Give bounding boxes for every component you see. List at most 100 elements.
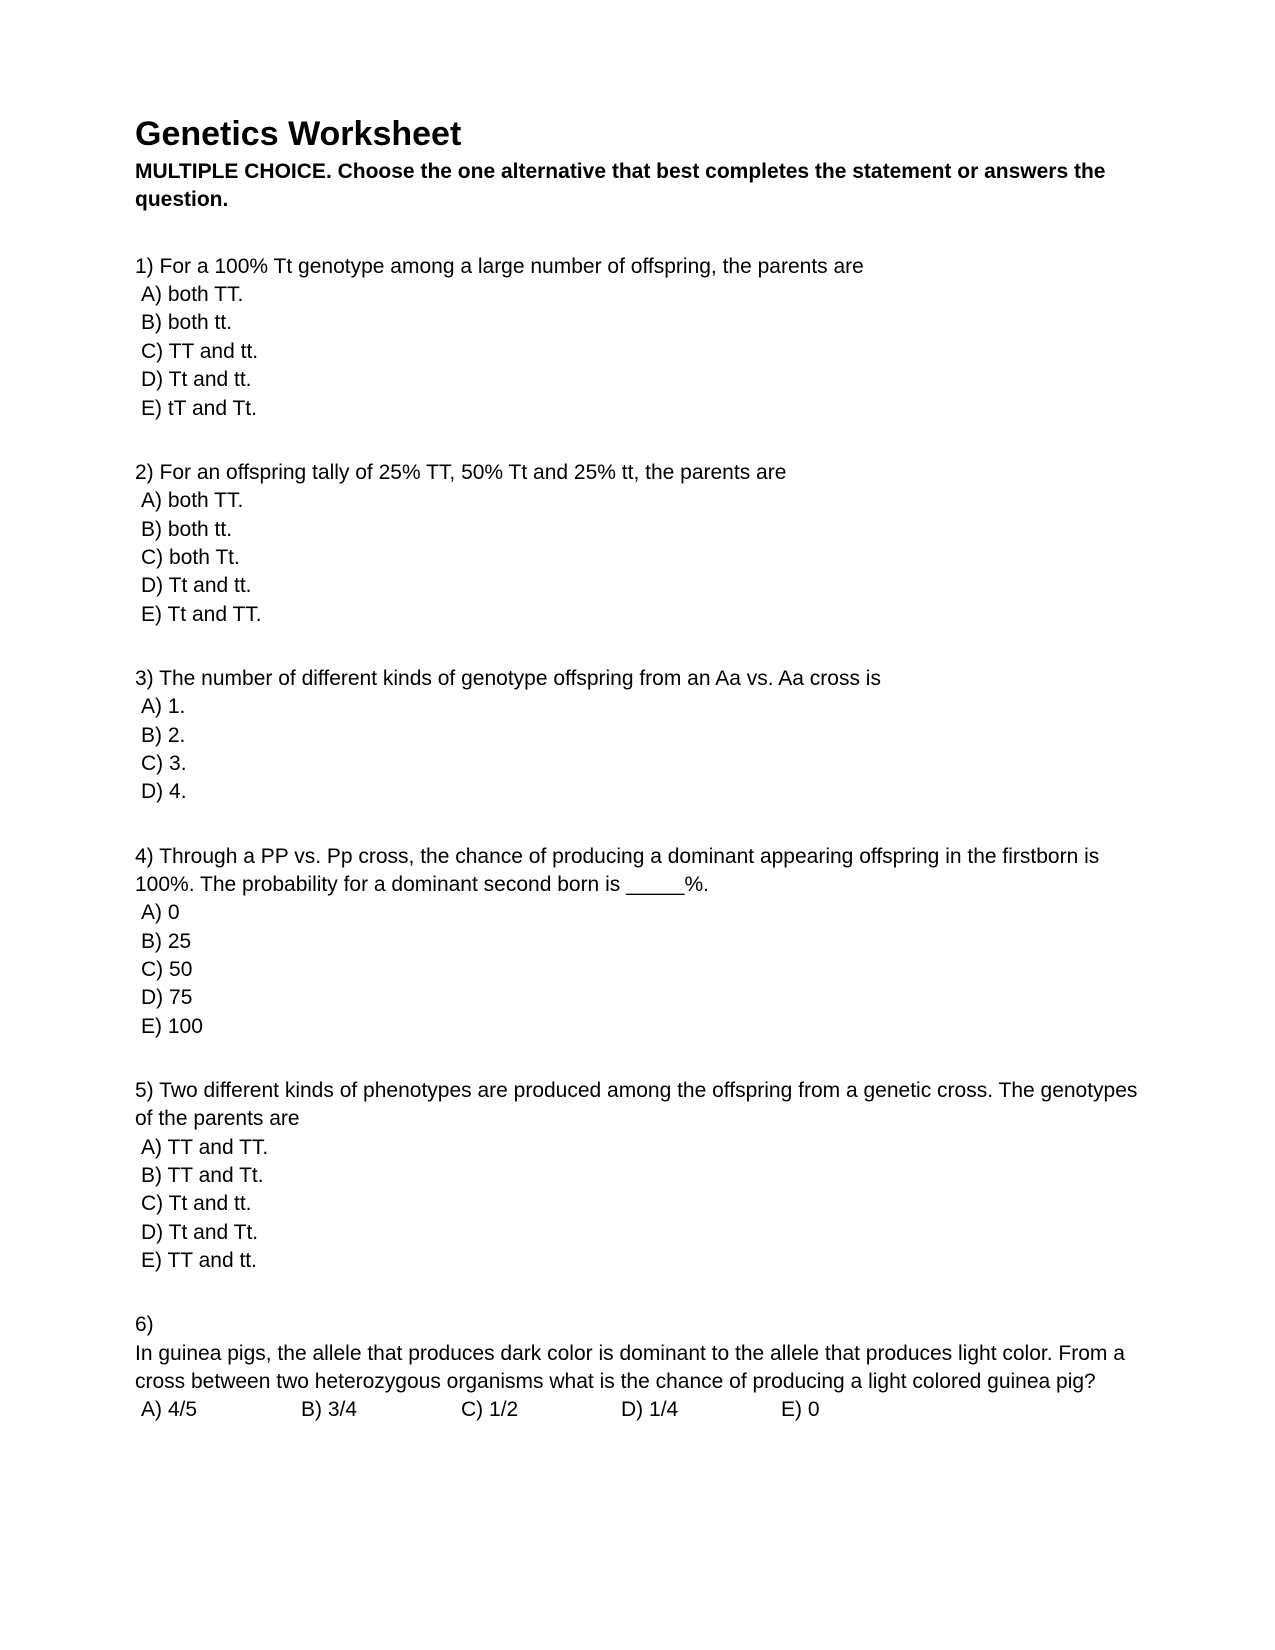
choice-label: E): [781, 1398, 802, 1421]
choice-text: 3.: [169, 752, 187, 775]
choice-text: both TT.: [168, 283, 244, 306]
choice-text: Tt and tt.: [169, 574, 252, 597]
answer-choice[interactable]: B) TT and Tt.: [135, 1162, 1140, 1190]
question-number: 2): [135, 461, 154, 484]
answer-choice[interactable]: E) 100: [135, 1013, 1140, 1041]
question-stem: 5) Two different kinds of phenotypes are…: [135, 1077, 1140, 1134]
choice-text: 25: [168, 930, 191, 953]
choice-text: Tt and TT.: [167, 603, 261, 626]
choice-text: TT and tt.: [167, 1249, 257, 1272]
choice-text: both TT.: [168, 489, 244, 512]
choice-text: 4/5: [168, 1398, 197, 1421]
question-block: 4) Through a PP vs. Pp cross, the chance…: [135, 843, 1140, 1041]
question-stem-text: Two different kinds of phenotypes are pr…: [135, 1079, 1137, 1130]
choice-text: 75: [169, 986, 192, 1009]
choice-label: D): [141, 368, 163, 391]
choice-text: TT and Tt.: [167, 1164, 263, 1187]
choice-label: A): [141, 901, 162, 924]
answer-choice[interactable]: A) 1.: [135, 693, 1140, 721]
choice-label: B): [141, 518, 162, 541]
answer-choice[interactable]: E) TT and tt.: [135, 1247, 1140, 1275]
choice-text: both tt.: [168, 518, 232, 541]
answer-choice[interactable]: A) both TT.: [135, 487, 1140, 515]
answer-choice[interactable]: C) TT and tt.: [135, 338, 1140, 366]
answer-choice[interactable]: A) 4/5: [141, 1396, 301, 1424]
question-stem: 1) For a 100% Tt genotype among a large …: [135, 253, 1140, 281]
choice-label: A): [141, 695, 162, 718]
choice-label: E): [141, 603, 162, 626]
answer-choice[interactable]: B) 2.: [135, 722, 1140, 750]
question-stem: 2) For an offspring tally of 25% TT, 50%…: [135, 459, 1140, 487]
question-stem-text: For a 100% Tt genotype among a large num…: [160, 255, 864, 278]
answer-choice[interactable]: D) 75: [135, 984, 1140, 1012]
answer-choice[interactable]: C) Tt and tt.: [135, 1190, 1140, 1218]
question-block: 2) For an offspring tally of 25% TT, 50%…: [135, 459, 1140, 629]
answer-choice[interactable]: D) Tt and tt.: [135, 366, 1140, 394]
choice-label: B): [301, 1398, 322, 1421]
choice-label: B): [141, 724, 162, 747]
choice-label: B): [141, 930, 162, 953]
choice-label: A): [141, 283, 162, 306]
choice-label: D): [141, 1221, 163, 1244]
choices-row: A) 4/5B) 3/4C) 1/2D) 1/4E) 0: [135, 1396, 1140, 1424]
answer-choice[interactable]: B) both tt.: [135, 309, 1140, 337]
answer-choice[interactable]: D) 1/4: [621, 1396, 781, 1424]
choice-label: E): [141, 1249, 162, 1272]
choice-text: 2.: [168, 724, 186, 747]
answer-choice[interactable]: C) both Tt.: [135, 544, 1140, 572]
question-number: 5): [135, 1079, 154, 1102]
answer-choice[interactable]: D) Tt and Tt.: [135, 1219, 1140, 1247]
choice-label: E): [141, 1015, 162, 1038]
question-block: 6)In guinea pigs, the allele that produc…: [135, 1311, 1140, 1424]
answer-choice[interactable]: A) 0: [135, 899, 1140, 927]
worksheet-page: Genetics Worksheet MULTIPLE CHOICE. Choo…: [0, 0, 1275, 1425]
choice-label: D): [621, 1398, 643, 1421]
answer-choice[interactable]: C) 1/2: [461, 1396, 621, 1424]
question-number: 6): [135, 1311, 1140, 1339]
question-block: 5) Two different kinds of phenotypes are…: [135, 1077, 1140, 1275]
answer-choice[interactable]: B) 3/4: [301, 1396, 461, 1424]
choice-label: C): [141, 958, 163, 981]
question-stem-text: Through a PP vs. Pp cross, the chance of…: [135, 845, 1099, 896]
choice-text: 0: [168, 901, 180, 924]
answer-choice[interactable]: E) 0: [781, 1396, 941, 1424]
answer-choice[interactable]: C) 3.: [135, 750, 1140, 778]
choice-text: tT and Tt.: [168, 397, 257, 420]
choice-text: both tt.: [168, 311, 232, 334]
answer-choice[interactable]: E) Tt and TT.: [135, 601, 1140, 629]
choice-label: C): [141, 752, 163, 775]
choice-label: C): [141, 546, 163, 569]
choice-label: C): [141, 1192, 163, 1215]
answer-choice[interactable]: B) both tt.: [135, 516, 1140, 544]
choice-label: B): [141, 311, 162, 334]
answer-choice[interactable]: A) both TT.: [135, 281, 1140, 309]
worksheet-title: Genetics Worksheet: [135, 115, 1140, 154]
question-number: 3): [135, 667, 154, 690]
answer-choice[interactable]: A) TT and TT.: [135, 1134, 1140, 1162]
answer-choice[interactable]: B) 25: [135, 928, 1140, 956]
choice-text: 4.: [169, 780, 187, 803]
choice-text: 1.: [168, 695, 186, 718]
choice-label: D): [141, 986, 163, 1009]
question-stem-text: For an offspring tally of 25% TT, 50% Tt…: [160, 461, 787, 484]
question-stem: In guinea pigs, the allele that produces…: [135, 1340, 1140, 1397]
question-block: 1) For a 100% Tt genotype among a large …: [135, 253, 1140, 423]
choice-label: D): [141, 780, 163, 803]
answer-choice[interactable]: D) Tt and tt.: [135, 572, 1140, 600]
choice-text: Tt and tt.: [169, 1192, 252, 1215]
choice-text: 1/4: [649, 1398, 678, 1421]
choice-label: A): [141, 489, 162, 512]
choice-label: E): [141, 397, 162, 420]
answer-choice[interactable]: C) 50: [135, 956, 1140, 984]
choices-list: A) 1.B) 2.C) 3.D) 4.: [135, 693, 1140, 806]
choice-text: 50: [169, 958, 192, 981]
choice-text: TT and TT.: [167, 1136, 268, 1159]
choice-text: Tt and tt.: [169, 368, 252, 391]
choice-label: B): [141, 1164, 162, 1187]
choices-list: A) both TT.B) both tt.C) TT and tt.D) Tt…: [135, 281, 1140, 423]
question-stem: 4) Through a PP vs. Pp cross, the chance…: [135, 843, 1140, 900]
question-block: 3) The number of different kinds of geno…: [135, 665, 1140, 807]
answer-choice[interactable]: E) tT and Tt.: [135, 395, 1140, 423]
answer-choice[interactable]: D) 4.: [135, 778, 1140, 806]
choice-text: 1/2: [489, 1398, 518, 1421]
